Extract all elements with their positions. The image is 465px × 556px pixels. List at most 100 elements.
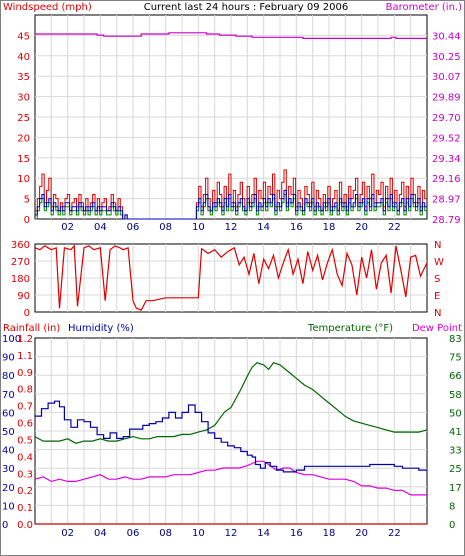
- climate-panel-x-tick-label: 12: [225, 528, 238, 539]
- humidity-tick-label: 60: [2, 408, 15, 419]
- humidity-tick-label: 0: [2, 520, 8, 531]
- humidity-tick-label: 90: [2, 353, 15, 364]
- humidity-tick-label: 100: [2, 334, 21, 345]
- rainfall-tick-label: 0.5: [17, 435, 33, 446]
- compass-tick-label: N: [434, 308, 441, 319]
- climate-panel-x-tick-label: 06: [127, 528, 140, 539]
- windspeed-tick-label: 0: [24, 215, 30, 226]
- wind-panel-x-tick-label: 02: [61, 222, 74, 233]
- wind-avg-line: [35, 189, 427, 220]
- barometer-tick-label: 29.16: [432, 174, 461, 185]
- barometer-tick-label: 29.70: [432, 113, 461, 124]
- compass-tick-label: E: [434, 291, 440, 302]
- humidity-axis-label: Humidity (%): [68, 323, 134, 334]
- barometer-tick-label: 28.97: [432, 195, 461, 206]
- wind-panel-x-tick-label: 08: [159, 222, 172, 233]
- rainfall-tick-label: 0.3: [17, 469, 33, 480]
- climate-panel-x-tick-label: 02: [61, 528, 74, 539]
- barometer-tick-label: 30.07: [432, 72, 461, 83]
- temperature-tick-label: 58: [449, 390, 462, 401]
- chart-title: Current last 24 hours : February 09 2006: [144, 2, 349, 13]
- climate-panel-x-tick-label: 22: [388, 528, 401, 539]
- rainfall-tick-label: 0.4: [17, 452, 33, 463]
- compass-tick-label: W: [434, 257, 444, 268]
- barometer-tick-label: 29.89: [432, 93, 461, 104]
- humidity-tick-label: 10: [2, 501, 15, 512]
- temperature-tick-label: 41: [449, 427, 462, 438]
- humidity-tick-label: 50: [2, 427, 15, 438]
- wind-panel-x-tick-label: 16: [290, 222, 303, 233]
- direction-tick-label: 0: [24, 308, 30, 319]
- rainfall-tick-label: 0.2: [17, 486, 33, 497]
- compass-tick-label: N: [434, 240, 441, 251]
- humidity-line: [35, 400, 427, 473]
- temperature-axis-label: Temperature (°F): [307, 323, 393, 334]
- barometer-tick-label: 28.79: [432, 215, 461, 226]
- rainfall-axis-label: Rainfall (in): [3, 323, 60, 334]
- barometer-axis-label: Barometer (in.): [386, 2, 462, 13]
- windspeed-tick-label: 15: [17, 154, 30, 165]
- climate-panel-x-tick-label: 14: [257, 528, 270, 539]
- climate-panel-x-tick-label: 10: [192, 528, 205, 539]
- rainfall-tick-label: 0.6: [17, 419, 33, 430]
- rainfall-tick-label: 1.1: [17, 351, 33, 362]
- climate-panel-x-tick-label: 18: [323, 528, 336, 539]
- direction-tick-label: 180: [11, 274, 30, 285]
- wind-panel-x-tick-label: 20: [355, 222, 368, 233]
- wind-direction-line: [34, 244, 428, 311]
- climate-panel-x-tick-label: 16: [290, 528, 303, 539]
- temperature-tick-label: 8: [449, 501, 455, 512]
- direction-tick-label: 270: [11, 257, 30, 268]
- windspeed-tick-label: 45: [17, 31, 30, 42]
- wind-panel-x-tick-label: 04: [94, 222, 107, 233]
- humidity-tick-label: 40: [2, 446, 15, 457]
- temperature-tick-label: 17: [449, 483, 462, 494]
- windspeed-tick-label: 10: [17, 174, 30, 185]
- climate-panel-x-tick-label: 08: [159, 528, 172, 539]
- windspeed-tick-label: 30: [17, 93, 30, 104]
- barometer-tick-label: 30.25: [432, 52, 461, 63]
- temperature-tick-label: 25: [449, 464, 462, 475]
- direction-tick-label: 360: [11, 240, 30, 251]
- windspeed-tick-label: 5: [24, 195, 30, 206]
- temperature-tick-label: 66: [449, 371, 462, 382]
- wind-panel-x-tick-label: 10: [192, 222, 205, 233]
- windspeed-tick-label: 20: [17, 133, 30, 144]
- temperature-line: [34, 361, 428, 444]
- humidity-tick-label: 20: [2, 483, 15, 494]
- rainfall-tick-label: 0.1: [17, 503, 33, 514]
- temperature-tick-label: 33: [449, 446, 462, 457]
- humidity-tick-label: 80: [2, 371, 15, 382]
- climate-panel-x-tick-label: 20: [355, 528, 368, 539]
- wind-panel-x-tick-label: 12: [225, 222, 238, 233]
- climate-panel-x-tick-label: 04: [94, 528, 107, 539]
- direction-tick-label: 90: [17, 291, 30, 302]
- temperature-tick-label: 83: [449, 334, 462, 345]
- wind-panel-x-tick-label: 06: [127, 222, 140, 233]
- dewpoint-axis-label: Dew Point: [412, 323, 462, 334]
- rainfall-tick-label: 0.7: [17, 402, 33, 413]
- windspeed-tick-label: 40: [17, 52, 30, 63]
- barometer-tick-label: 29.34: [432, 154, 461, 165]
- windspeed-axis-label: Windspeed (mph): [3, 2, 92, 13]
- barometer-line: [35, 32, 427, 40]
- temperature-tick-label: 50: [449, 408, 462, 419]
- wind-panel-x-tick-label: 14: [257, 222, 270, 233]
- humidity-tick-label: 70: [2, 390, 15, 401]
- rainfall-tick-label: 0.0: [17, 520, 33, 531]
- wind-panel-x-tick-label: 22: [388, 222, 401, 233]
- wind-panel-x-tick-label: 18: [323, 222, 336, 233]
- windspeed-tick-label: 35: [17, 72, 30, 83]
- humidity-tick-label: 30: [2, 464, 15, 475]
- temperature-tick-label: 0: [449, 520, 455, 531]
- windspeed-tick-label: 25: [17, 113, 30, 124]
- temperature-tick-label: 75: [449, 353, 462, 364]
- dewpoint-line: [34, 460, 427, 496]
- rainfall-tick-label: 0.8: [17, 385, 33, 396]
- compass-tick-label: S: [434, 274, 440, 285]
- barometer-tick-label: 30.44: [432, 31, 461, 42]
- barometer-tick-label: 29.52: [432, 133, 461, 144]
- rainfall-tick-label: 1.2: [17, 334, 33, 345]
